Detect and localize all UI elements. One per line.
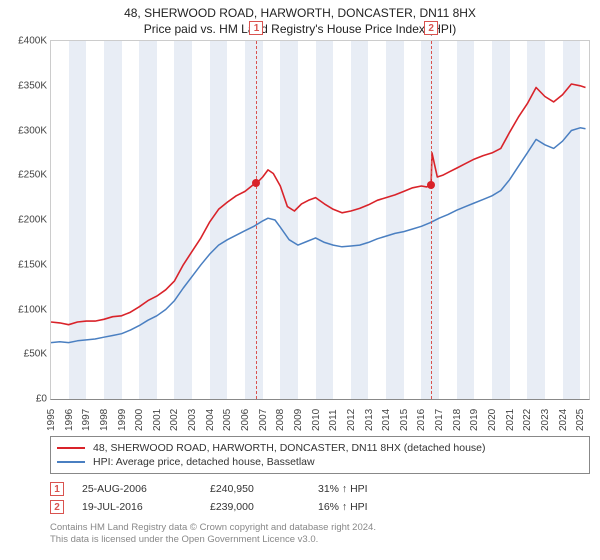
x-axis-tick-label: 2001: [152, 409, 163, 431]
x-axis-tick-label: 2017: [434, 409, 445, 431]
x-axis-tick-label: 1996: [64, 409, 75, 431]
x-axis-tick-label: 2018: [452, 409, 463, 431]
x-axis-tick-label: 2024: [558, 409, 569, 431]
title-line-2: Price paid vs. HM Land Registry's House …: [0, 20, 600, 36]
x-axis-tick-label: 2002: [169, 409, 180, 431]
y-axis-tick-label: £300K: [18, 125, 47, 136]
sale-pct: 16% ↑ HPI: [318, 501, 408, 513]
sale-marker-line: [431, 41, 432, 399]
series-line-price_paid: [51, 84, 586, 325]
sale-row: 2 19-JUL-2016 £239,000 16% ↑ HPI: [50, 498, 590, 516]
y-axis-tick-label: £350K: [18, 80, 47, 91]
sale-price: £239,000: [210, 501, 300, 513]
x-axis-tick-label: 2022: [522, 409, 533, 431]
sale-marker-badge: 1: [249, 21, 263, 35]
chart-area: £0£50K£100K£150K£200K£250K£300K£350K£400…: [50, 40, 590, 400]
x-axis-tick-label: 1997: [81, 409, 92, 431]
x-axis-tick-label: 2019: [469, 409, 480, 431]
y-axis-tick-label: £100K: [18, 304, 47, 315]
footer-attribution: Contains HM Land Registry data © Crown c…: [50, 522, 590, 547]
line-series-svg: [51, 41, 589, 399]
footer-line: This data is licensed under the Open Gov…: [50, 534, 590, 546]
x-axis-tick-label: 2014: [381, 409, 392, 431]
page-container: 48, SHERWOOD ROAD, HARWORTH, DONCASTER, …: [0, 0, 600, 560]
y-axis-tick-label: £150K: [18, 259, 47, 270]
y-axis-tick-label: £0: [36, 394, 47, 405]
legend-box: 48, SHERWOOD ROAD, HARWORTH, DONCASTER, …: [50, 436, 590, 474]
x-axis-tick-label: 1998: [99, 409, 110, 431]
x-axis-tick-label: 2011: [328, 409, 339, 431]
y-axis-tick-label: £400K: [18, 36, 47, 47]
title-line-1: 48, SHERWOOD ROAD, HARWORTH, DONCASTER, …: [0, 0, 600, 20]
footer-line: Contains HM Land Registry data © Crown c…: [50, 522, 590, 534]
x-axis-tick-label: 2010: [311, 409, 322, 431]
x-axis-tick-label: 2009: [293, 409, 304, 431]
x-axis-tick-label: 2015: [399, 409, 410, 431]
x-axis-tick-label: 1999: [117, 409, 128, 431]
x-axis-tick-label: 2016: [416, 409, 427, 431]
legend-row: HPI: Average price, detached house, Bass…: [57, 455, 583, 469]
sale-pct: 31% ↑ HPI: [318, 483, 408, 495]
sale-marker-badge: 2: [424, 21, 438, 35]
x-axis-tick-label: 2023: [540, 409, 551, 431]
sale-date: 19-JUL-2016: [82, 501, 192, 513]
sale-badge: 2: [50, 500, 64, 514]
series-line-hpi: [51, 128, 586, 343]
sale-marker-line: [256, 41, 257, 399]
sale-badge: 1: [50, 482, 64, 496]
legend-swatch: [57, 447, 85, 449]
x-axis-tick-label: 2021: [505, 409, 516, 431]
x-axis-tick-label: 2020: [487, 409, 498, 431]
y-axis-tick-label: £50K: [24, 349, 47, 360]
x-axis-tick-label: 1995: [46, 409, 57, 431]
sale-table: 1 25-AUG-2006 £240,950 31% ↑ HPI 2 19-JU…: [50, 480, 590, 516]
legend-label: HPI: Average price, detached house, Bass…: [93, 456, 315, 468]
x-axis-tick-label: 2007: [258, 409, 269, 431]
x-axis-tick-label: 2006: [240, 409, 251, 431]
sale-marker-dot: [252, 179, 260, 187]
x-axis-tick-label: 2013: [364, 409, 375, 431]
x-axis-tick-label: 2025: [575, 409, 586, 431]
x-axis-tick-label: 2008: [275, 409, 286, 431]
legend-row: 48, SHERWOOD ROAD, HARWORTH, DONCASTER, …: [57, 441, 583, 455]
x-axis-tick-label: 2003: [187, 409, 198, 431]
y-axis-tick-label: £250K: [18, 170, 47, 181]
x-axis-tick-label: 2012: [346, 409, 357, 431]
y-axis-tick-label: £200K: [18, 215, 47, 226]
sale-price: £240,950: [210, 483, 300, 495]
x-axis-tick-label: 2004: [205, 409, 216, 431]
sale-date: 25-AUG-2006: [82, 483, 192, 495]
x-axis-tick-label: 2000: [134, 409, 145, 431]
legend-swatch: [57, 461, 85, 463]
x-axis-tick-label: 2005: [222, 409, 233, 431]
plot-region: £0£50K£100K£150K£200K£250K£300K£350K£400…: [50, 40, 590, 400]
sale-marker-dot: [427, 181, 435, 189]
legend-label: 48, SHERWOOD ROAD, HARWORTH, DONCASTER, …: [93, 442, 486, 454]
sale-row: 1 25-AUG-2006 £240,950 31% ↑ HPI: [50, 480, 590, 498]
